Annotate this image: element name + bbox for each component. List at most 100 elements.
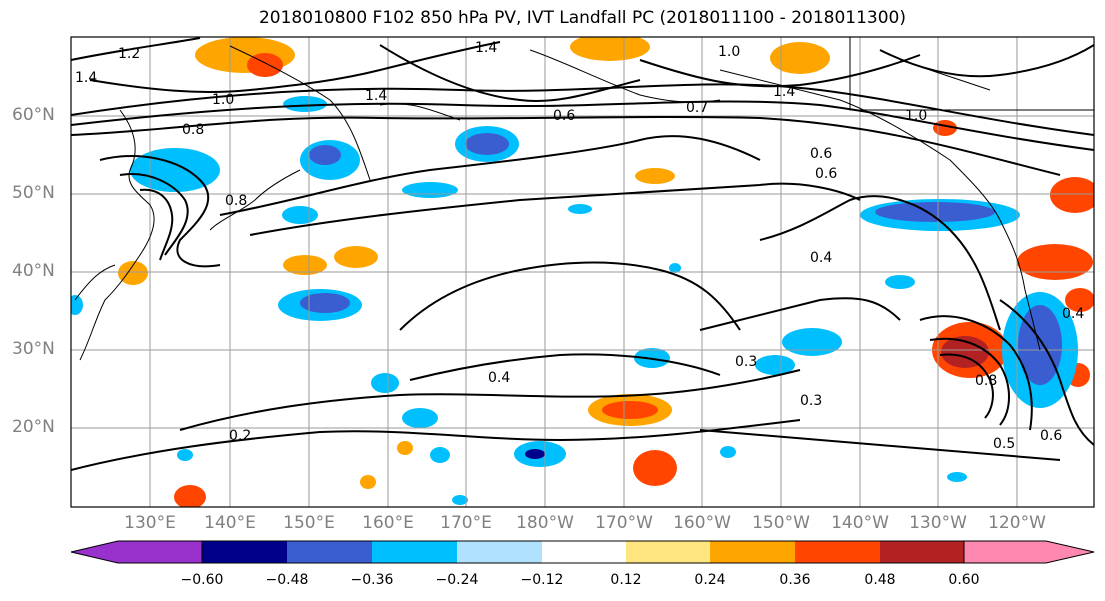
positive-anomaly — [1050, 177, 1094, 213]
negative-anomaly — [782, 328, 842, 356]
contour-label: 0.8 — [225, 193, 247, 209]
positive-anomaly — [1065, 288, 1094, 312]
positive-anomaly — [570, 37, 650, 61]
negative-anomaly — [875, 202, 995, 222]
negative-anomaly — [430, 447, 450, 463]
lon-label: 160°W — [673, 513, 731, 533]
contour-labels: 1.2 1.4 1.0 1.4 1.4 0.8 1.0 0.6 0.7 1.4 … — [75, 40, 1084, 452]
colorbar-low-extend — [70, 540, 203, 564]
colorbar-tick-label: −0.60 — [180, 572, 224, 588]
lon-label: 160°E — [362, 513, 414, 533]
lat-label: 50°N — [12, 183, 55, 203]
negative-anomaly — [309, 145, 341, 165]
lat-label: 60°N — [12, 105, 55, 125]
contour-label: 0.2 — [229, 428, 251, 444]
negative-anomaly — [402, 182, 458, 198]
contour-label: 0.4 — [488, 370, 510, 386]
colorbar-high-extend — [963, 540, 1095, 564]
lon-label: 140°W — [831, 513, 889, 533]
colorbar-segment — [880, 541, 964, 563]
contour-label: 1.0 — [905, 108, 927, 124]
negative-anomaly — [465, 133, 509, 155]
colorbar-segment — [202, 541, 287, 563]
contour-label: 0.4 — [810, 250, 832, 266]
contour-label: 1.4 — [773, 84, 795, 100]
lat-label: 20°N — [12, 417, 55, 437]
colorbar-tick-label: 0.12 — [610, 572, 642, 588]
colorbar — [70, 540, 1095, 564]
contour-label: 0.6 — [1040, 428, 1062, 444]
contour-label: 1.2 — [118, 46, 140, 62]
contour-label: 1.4 — [475, 40, 497, 56]
pv-contours — [71, 37, 1094, 471]
negative-anomaly — [755, 355, 795, 375]
colorbar-segment — [372, 541, 457, 563]
gridlines — [71, 37, 1094, 507]
colorbar-tick-label: 0.36 — [779, 572, 811, 588]
positive-anomaly — [334, 246, 378, 268]
negative-anomaly — [568, 204, 592, 214]
negative-anomaly — [300, 293, 350, 313]
contour-label: 0.4 — [1062, 306, 1084, 322]
negative-anomaly — [71, 295, 83, 315]
plot-frame — [70, 36, 1095, 508]
negative-anomaly — [885, 275, 915, 289]
negative-anomaly — [282, 206, 318, 224]
colorbar-tick-label: −0.24 — [435, 572, 479, 588]
contour-label: 0.3 — [800, 393, 822, 409]
negative-anomaly — [947, 472, 967, 482]
contour-label: 0.8 — [975, 373, 997, 389]
contour-label: 1.0 — [718, 44, 740, 60]
contour-label: 0.6 — [553, 108, 575, 124]
negative-anomaly — [177, 449, 193, 461]
positive-anomaly — [174, 485, 206, 507]
colorbar-tick-label: −0.48 — [265, 572, 309, 588]
colorbar-tick-label: 0.60 — [948, 572, 980, 588]
contour-label: 0.6 — [810, 146, 832, 162]
colorbar-segment — [542, 541, 626, 563]
colorbar-tick-label: −0.36 — [350, 572, 394, 588]
contour-label: 0.5 — [993, 436, 1015, 452]
lon-label: 150°W — [752, 513, 810, 533]
lon-label: 180°W — [516, 513, 574, 533]
negative-anomaly — [669, 263, 681, 273]
contour-label: 0.3 — [735, 354, 757, 370]
lon-label: 130°W — [909, 513, 967, 533]
lat-label: 40°N — [12, 261, 55, 281]
contour-label: 1.4 — [365, 88, 387, 104]
positive-anomaly — [770, 42, 830, 74]
colorbar-segment — [710, 541, 795, 563]
negative-anomaly — [525, 449, 545, 459]
negative-anomaly — [720, 446, 736, 458]
colorbar-segment — [795, 541, 880, 563]
positive-anomaly — [635, 168, 675, 184]
map-title: 2018010800 F102 850 hPa PV, IVT Landfall… — [258, 8, 906, 28]
lon-label: 130°E — [124, 513, 176, 533]
positive-anomaly — [118, 261, 148, 285]
negative-anomaly — [402, 408, 438, 428]
positive-anomaly — [360, 475, 376, 489]
colorbar-segment — [287, 541, 372, 563]
colorbar-segment — [626, 541, 710, 563]
negative-anomaly — [371, 373, 399, 393]
colorbar-tick-label: 0.24 — [694, 572, 726, 588]
positive-anomaly — [941, 336, 989, 368]
pv-shading — [71, 37, 1094, 507]
positive-anomaly — [633, 450, 677, 486]
colorbar-tick-label: 0.48 — [864, 572, 896, 588]
negative-anomaly — [130, 148, 220, 192]
negative-anomaly — [1018, 305, 1062, 385]
contour-label: 0.7 — [686, 100, 708, 116]
lat-label: 30°N — [12, 339, 55, 359]
positive-anomaly — [1017, 244, 1093, 280]
lon-label: 170°E — [440, 513, 492, 533]
colorbar-tick-label: −0.12 — [520, 572, 564, 588]
contour-label: 0.8 — [182, 122, 204, 138]
colorbar-segment — [457, 541, 542, 563]
lon-label: 170°W — [595, 513, 653, 533]
contour-label: 1.4 — [75, 70, 97, 86]
positive-anomaly — [602, 401, 658, 419]
lon-label: 140°E — [204, 513, 256, 533]
negative-anomaly — [283, 96, 327, 112]
